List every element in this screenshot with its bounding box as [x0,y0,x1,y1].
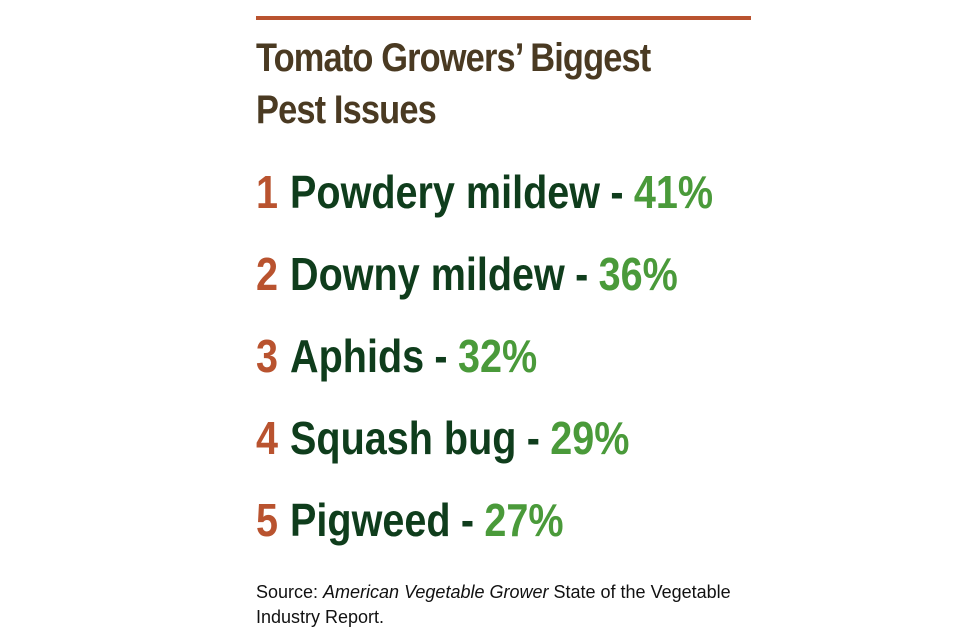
rank-number: 5 [256,494,279,546]
pest-percentage: 41% [633,166,714,218]
separator-dash: - [526,412,540,464]
pest-name: Pigweed [290,494,451,546]
list-item: 4 Squash bug - 29% [256,410,713,492]
pest-percentage: 27% [484,494,564,546]
pest-name: Aphids [290,330,425,382]
source-prefix: Source: [256,582,324,602]
list-item: 2 Downy mildew - 36% [256,246,713,328]
page-title: Tomato Growers’ Biggest Pest Issues [256,32,703,136]
list-item: 1 Powdery mildew - 41% [256,164,713,246]
separator-dash: - [575,248,589,300]
pest-name: Downy mildew [290,248,565,300]
title-line-1: Tomato Growers’ Biggest [256,36,651,80]
rank-number: 4 [256,412,279,464]
pest-percentage: 29% [550,412,630,464]
pest-percentage: 36% [598,248,678,300]
rank-number: 2 [256,248,279,300]
pest-percentage: 32% [457,330,538,382]
list-item: 3 Aphids - 32% [256,328,713,410]
source-publication: American Vegetable Grower [323,582,549,602]
pest-name: Squash bug [290,412,517,464]
separator-dash: - [610,166,624,218]
separator-dash: - [434,330,448,382]
rank-number: 1 [256,166,279,218]
rank-number: 3 [256,330,279,382]
top-divider-rule [256,16,751,20]
separator-dash: - [460,494,475,546]
source-note: Source: American Vegetable Grower State … [256,580,736,630]
title-line-2: Pest Issues [256,88,437,132]
pest-ranking-list: 1 Powdery mildew - 41% 2 Downy mildew - … [256,164,787,574]
list-item: 5 Pigweed - 27% [256,492,713,574]
pest-name: Powdery mildew [290,166,601,218]
source-suffix: State of the Vegetable Industry Report. [256,582,731,627]
